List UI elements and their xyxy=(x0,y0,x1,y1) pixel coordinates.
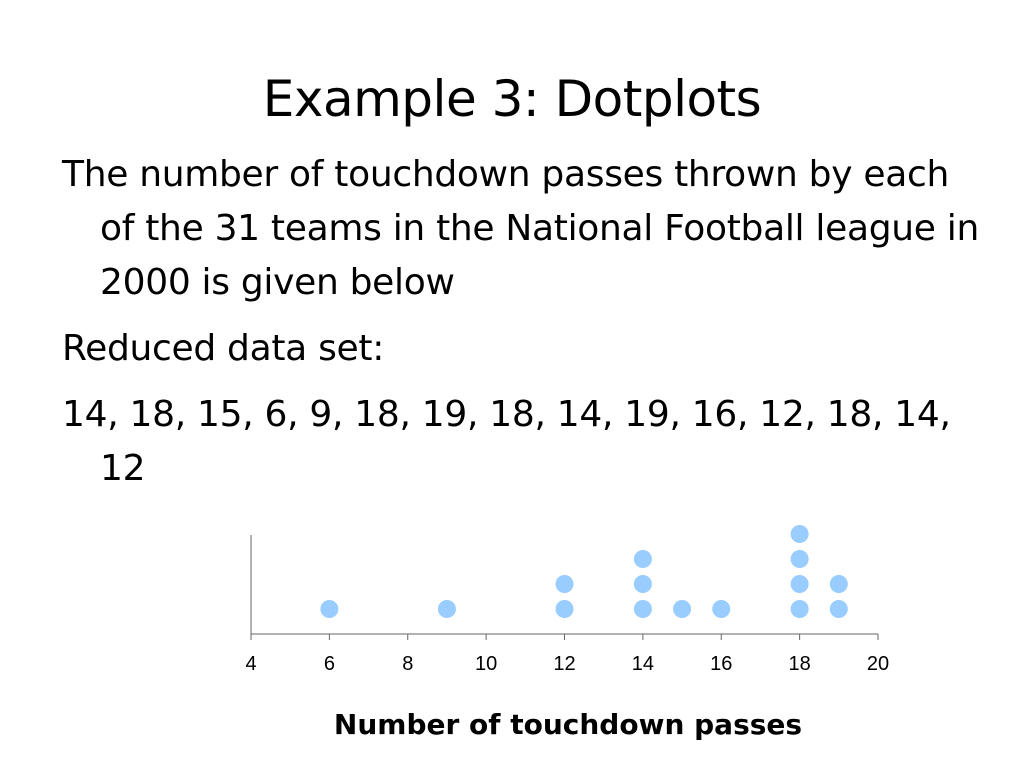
body-paragraph-dataset-values: 14, 18, 15, 6, 9, 18, 19, 18, 14, 19, 16… xyxy=(62,394,951,489)
x-tick-label: 8 xyxy=(402,653,413,675)
x-tick-label: 16 xyxy=(710,653,732,675)
data-dot xyxy=(790,550,809,568)
slide-body: The number of touchdown passes thrown by… xyxy=(62,148,982,508)
x-tick-label: 12 xyxy=(553,653,575,675)
slide-title: Example 3: Dotplots xyxy=(262,70,762,128)
x-tick-label: 10 xyxy=(475,653,497,675)
x-tick-group: 4 6 8 10 12 14 16 18 20 xyxy=(245,634,889,675)
x-tick-label: 18 xyxy=(789,653,811,675)
data-dot xyxy=(633,600,652,618)
data-dot xyxy=(633,575,652,593)
x-axis-label: Number of touchdown passes xyxy=(334,708,802,741)
data-dot xyxy=(673,600,692,618)
data-dot xyxy=(829,575,848,593)
data-dot xyxy=(790,525,809,543)
x-tick-label: 20 xyxy=(867,653,889,675)
data-dot xyxy=(555,575,574,593)
data-dot xyxy=(320,600,339,618)
x-tick-label: 4 xyxy=(245,653,256,675)
data-dot xyxy=(790,600,809,618)
x-tick-label: 14 xyxy=(632,653,654,675)
data-dot xyxy=(555,600,574,618)
x-tick-label: 6 xyxy=(324,653,335,675)
data-dot xyxy=(437,600,456,618)
data-dot xyxy=(712,600,731,618)
body-paragraph-dataset-label: Reduced data set: xyxy=(62,328,385,369)
data-dot xyxy=(790,575,809,593)
dot-series xyxy=(320,525,848,618)
body-paragraph-description: The number of touchdown passes thrown by… xyxy=(62,154,979,303)
data-dot xyxy=(829,600,848,618)
data-dot xyxy=(633,550,652,568)
